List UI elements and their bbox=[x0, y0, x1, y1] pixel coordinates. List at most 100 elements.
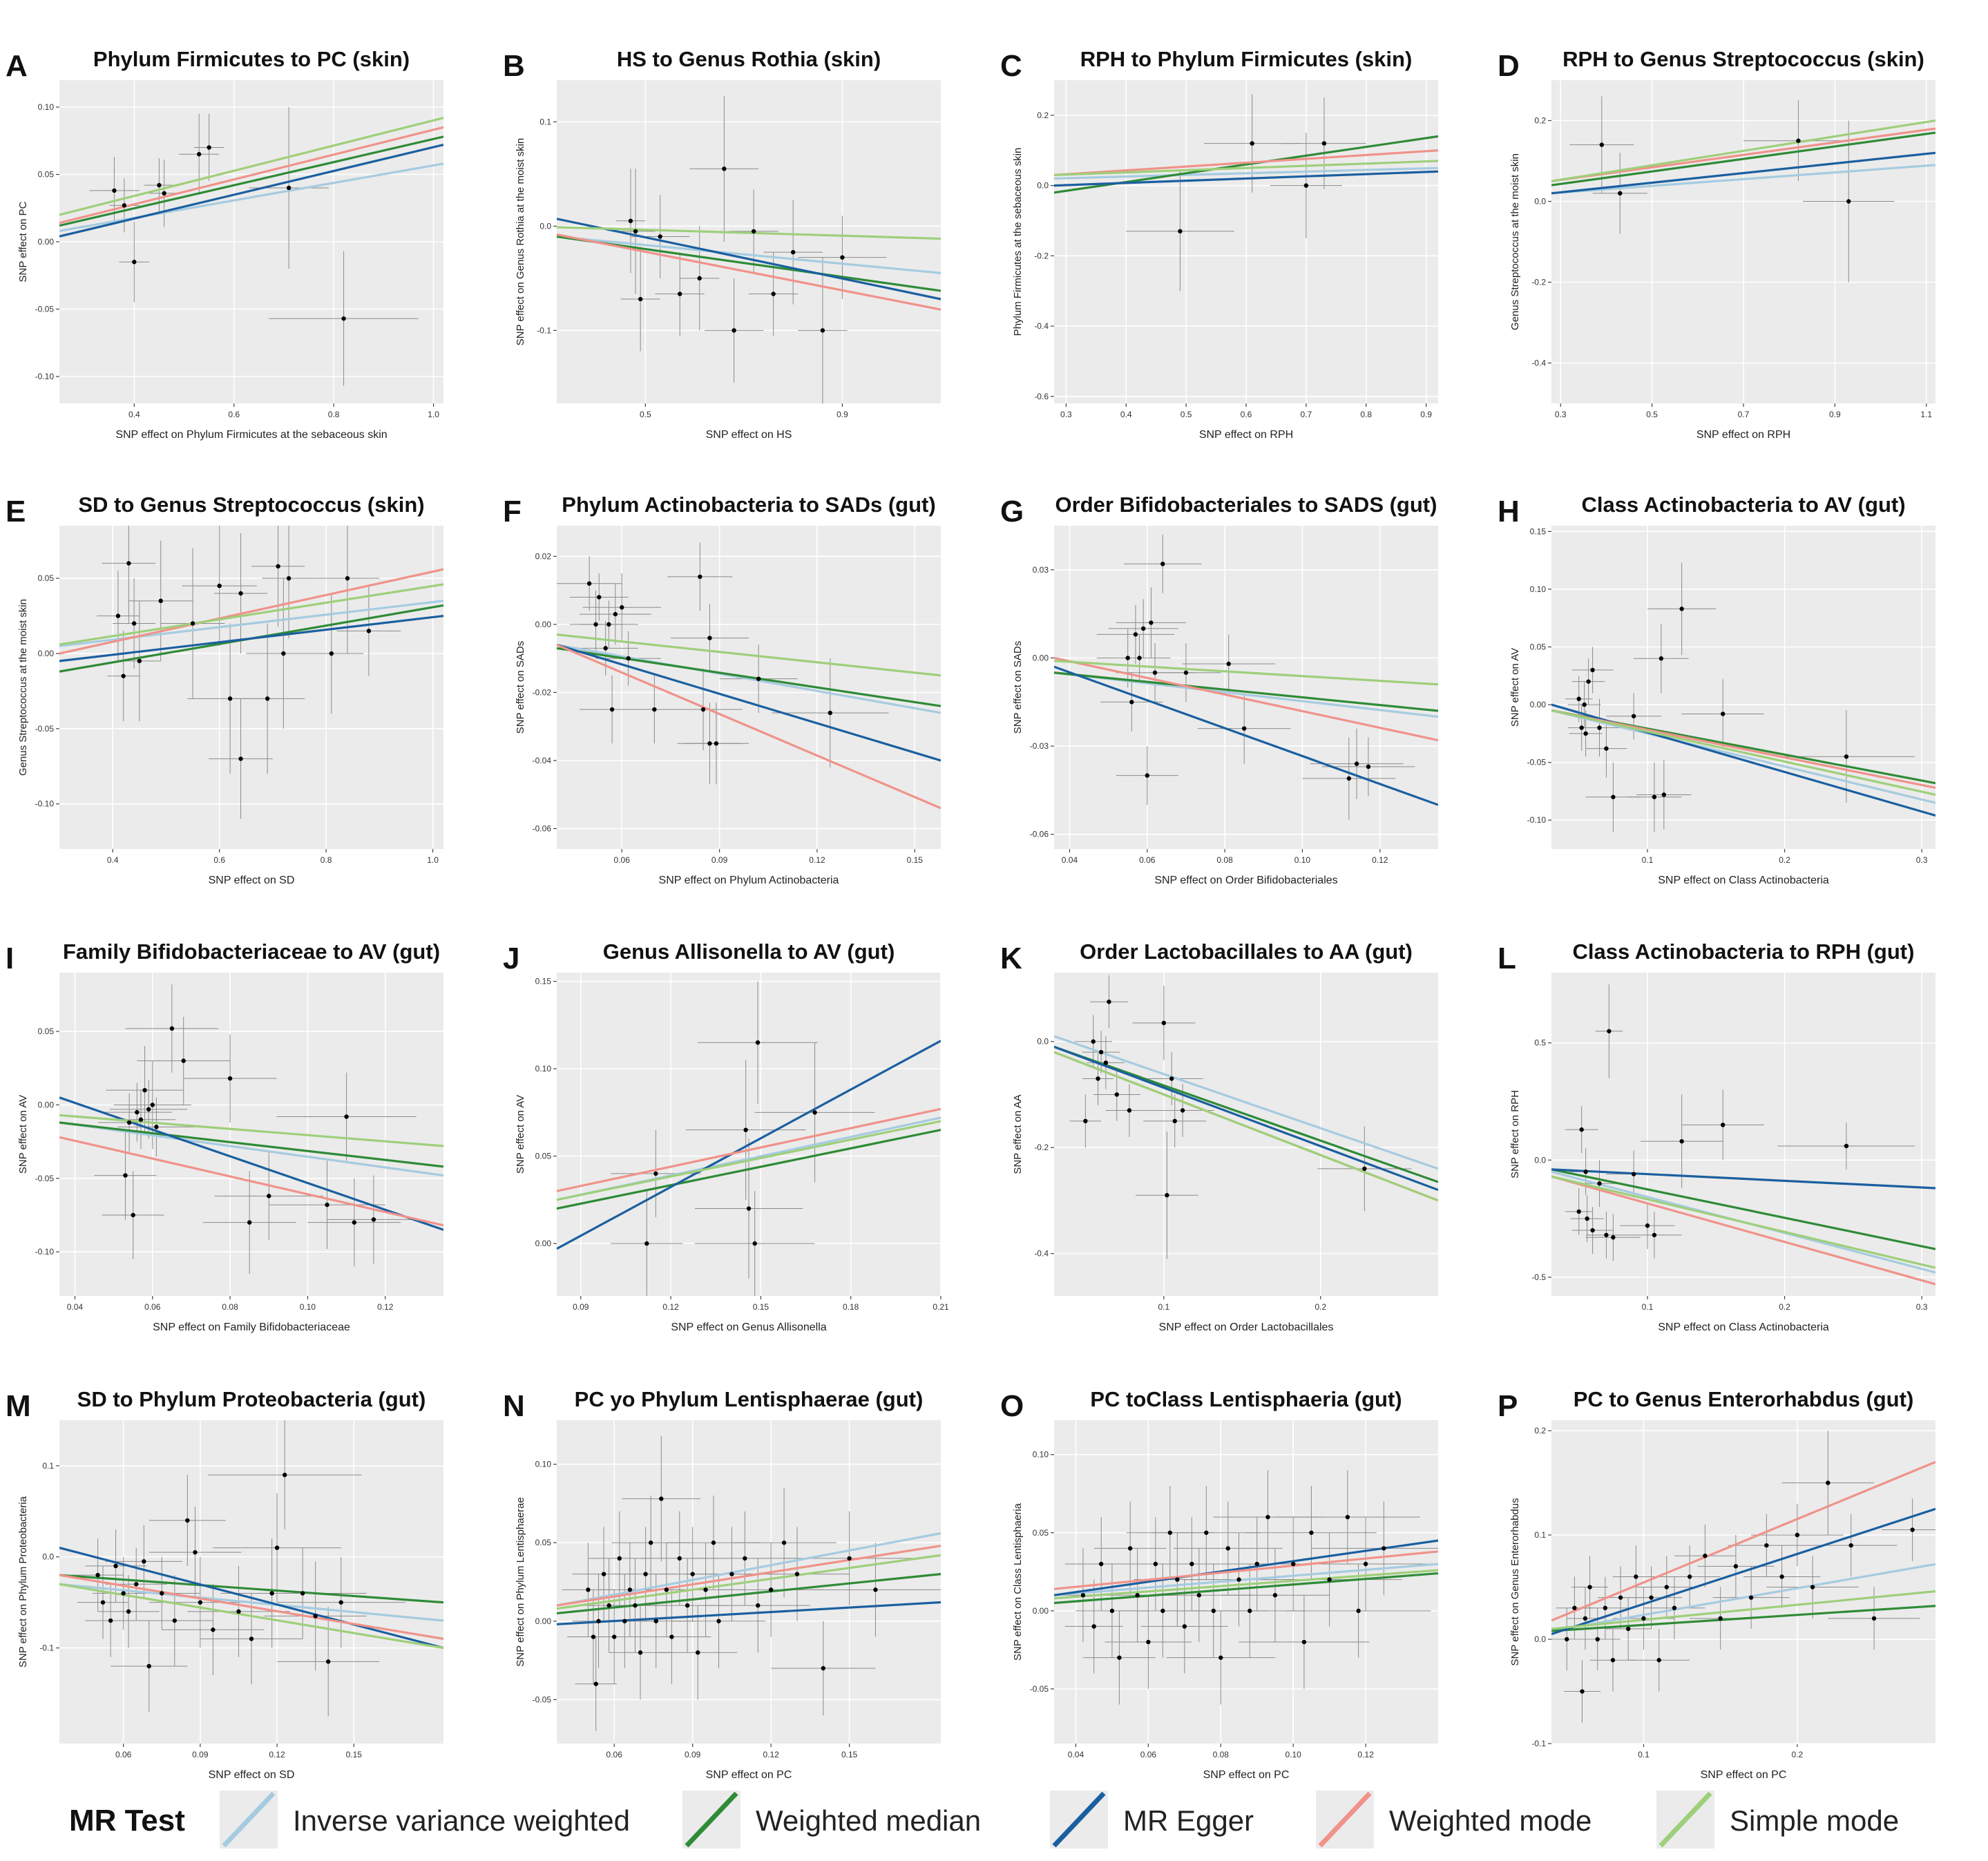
y-tick-label: 0.05 bbox=[38, 1027, 55, 1036]
panel-title: Class Actinobacteria to AV (gut) bbox=[1581, 493, 1905, 517]
plot-content bbox=[1054, 1470, 1438, 1705]
x-tick-label: 0.6 bbox=[228, 410, 240, 419]
snp-point bbox=[597, 595, 602, 600]
plot-content bbox=[59, 1420, 443, 1717]
plot-content bbox=[557, 1435, 941, 1731]
mr-line-egger bbox=[557, 1040, 941, 1250]
snp-point bbox=[622, 1619, 627, 1623]
x-tick-label: 0.3 bbox=[1916, 1302, 1928, 1312]
mr-line-wmode bbox=[1551, 1175, 1936, 1286]
panel-letter: I bbox=[6, 942, 14, 975]
snp-point bbox=[1146, 1639, 1151, 1645]
mr-line-smode bbox=[1551, 1175, 1936, 1269]
y-tick-label: -0.02 bbox=[533, 687, 552, 697]
snp-point bbox=[1218, 1655, 1223, 1660]
x-tick-label: 0.10 bbox=[1285, 1750, 1302, 1759]
x-tick-label: 0.12 bbox=[763, 1750, 779, 1759]
snp-point bbox=[135, 1109, 140, 1115]
snp-point bbox=[606, 1603, 611, 1608]
x-axis-label: SNP effect on PC bbox=[706, 1769, 792, 1781]
mr-line-wmedian bbox=[1054, 1045, 1438, 1183]
snp-point bbox=[326, 1659, 331, 1664]
snp-point bbox=[1844, 1143, 1849, 1149]
snp-point bbox=[157, 182, 162, 188]
legend-item-wmode: Weighted mode bbox=[1316, 1791, 1592, 1849]
snp-point bbox=[1659, 656, 1664, 661]
panel-c: C RPH to Phylum Firmicutes (skin) 0.3 0.4 0.… bbox=[1000, 47, 1438, 441]
snp-point bbox=[158, 598, 163, 604]
snp-point bbox=[181, 1058, 186, 1063]
mr-line-smode bbox=[1054, 160, 1438, 176]
snp-point bbox=[1265, 1514, 1270, 1520]
snp-point bbox=[1579, 1127, 1584, 1132]
x-tick-label: 0.4 bbox=[128, 410, 140, 419]
snp-point bbox=[644, 1241, 649, 1246]
snp-point bbox=[227, 696, 233, 701]
mr-line-ivw bbox=[1054, 1035, 1438, 1170]
y-tick-label: 0.00 bbox=[535, 620, 552, 629]
y-axis-label: Genus Streptococcus at the moist skin bbox=[1509, 153, 1521, 330]
plot-content bbox=[1054, 975, 1438, 1259]
snp-point bbox=[1272, 1593, 1278, 1598]
x-tick-label: 0.09 bbox=[192, 1750, 209, 1759]
panel-title: RPH to Phylum Firmicutes (skin) bbox=[1080, 47, 1413, 71]
mr-line-egger bbox=[1054, 1539, 1438, 1596]
snp-point bbox=[1363, 1561, 1368, 1567]
mr-line-wmode bbox=[59, 568, 443, 655]
snp-point bbox=[1153, 1561, 1158, 1567]
mr-line-smode bbox=[1054, 1051, 1438, 1202]
snp-point bbox=[1610, 1658, 1616, 1663]
y-tick-label: 0.10 bbox=[1033, 1450, 1049, 1460]
plot-content bbox=[1551, 984, 1936, 1286]
mr-line-wmedian bbox=[557, 647, 941, 707]
mr-line-wmode bbox=[557, 1545, 941, 1607]
panel-m: M SD to Phylum Proteobacteria (gut) 0.06 0.… bbox=[6, 1387, 443, 1781]
snp-point bbox=[1631, 1172, 1636, 1176]
snp-point bbox=[1764, 1543, 1769, 1548]
snp-point bbox=[1091, 1039, 1096, 1044]
snp-point bbox=[286, 575, 291, 581]
x-tick-label: 1.0 bbox=[427, 855, 439, 865]
snp-point bbox=[1585, 1216, 1589, 1221]
snp-point bbox=[286, 185, 291, 191]
x-tick-label: 0.06 bbox=[614, 855, 631, 865]
snp-point bbox=[586, 1587, 591, 1592]
snp-point bbox=[1356, 1608, 1361, 1614]
x-axis-label: SNP effect on Order Lactobacillales bbox=[1159, 1321, 1334, 1333]
snp-point bbox=[276, 564, 280, 569]
mr-line-egger bbox=[557, 1601, 941, 1625]
snp-point bbox=[751, 229, 756, 234]
x-tick-label: 0.2 bbox=[1791, 1750, 1803, 1759]
snp-point bbox=[1649, 1595, 1654, 1600]
mr-line-wmedian bbox=[1551, 1605, 1936, 1632]
snp-point bbox=[1107, 999, 1111, 1004]
y-tick-label: -0.05 bbox=[1030, 1684, 1049, 1694]
y-axis-label: SNP effect on Phylum Lentisphaerae bbox=[515, 1497, 526, 1666]
x-tick-label: 0.12 bbox=[269, 1750, 285, 1759]
y-tick-label: -0.1 bbox=[1531, 1739, 1546, 1748]
mr-line-ivw bbox=[1551, 709, 1936, 804]
mr-line-smode bbox=[557, 1120, 941, 1201]
snp-point bbox=[1250, 141, 1254, 146]
snp-point bbox=[1810, 1585, 1815, 1590]
x-tick-label: 0.10 bbox=[300, 1302, 316, 1312]
plot-area bbox=[59, 973, 443, 1296]
mr-line-wmedian bbox=[59, 1121, 443, 1168]
plot-area bbox=[59, 1420, 443, 1744]
snp-point bbox=[794, 1572, 800, 1576]
snp-point bbox=[1579, 725, 1584, 730]
snp-point bbox=[281, 651, 286, 656]
snp-point bbox=[685, 1603, 690, 1608]
y-axis-label: SNP effect on Class Lentisphaeria bbox=[1012, 1502, 1024, 1661]
y-tick-label: 0.1 bbox=[539, 117, 551, 126]
panel-g: G Order Bifidobacteriales to SADS (gut) 0.… bbox=[1000, 493, 1438, 886]
legend-label: Simple mode bbox=[1730, 1804, 1899, 1837]
snp-point bbox=[185, 1518, 190, 1523]
snp-point bbox=[1580, 1689, 1585, 1694]
y-axis-label: SNP effect on AV bbox=[17, 1095, 29, 1174]
y-tick-label: 0.00 bbox=[535, 1616, 552, 1626]
mr-line-egger bbox=[59, 615, 443, 662]
snp-point bbox=[821, 1666, 825, 1671]
mr-line-smode bbox=[1054, 660, 1438, 686]
y-tick-label: 0.0 bbox=[1534, 1634, 1546, 1644]
